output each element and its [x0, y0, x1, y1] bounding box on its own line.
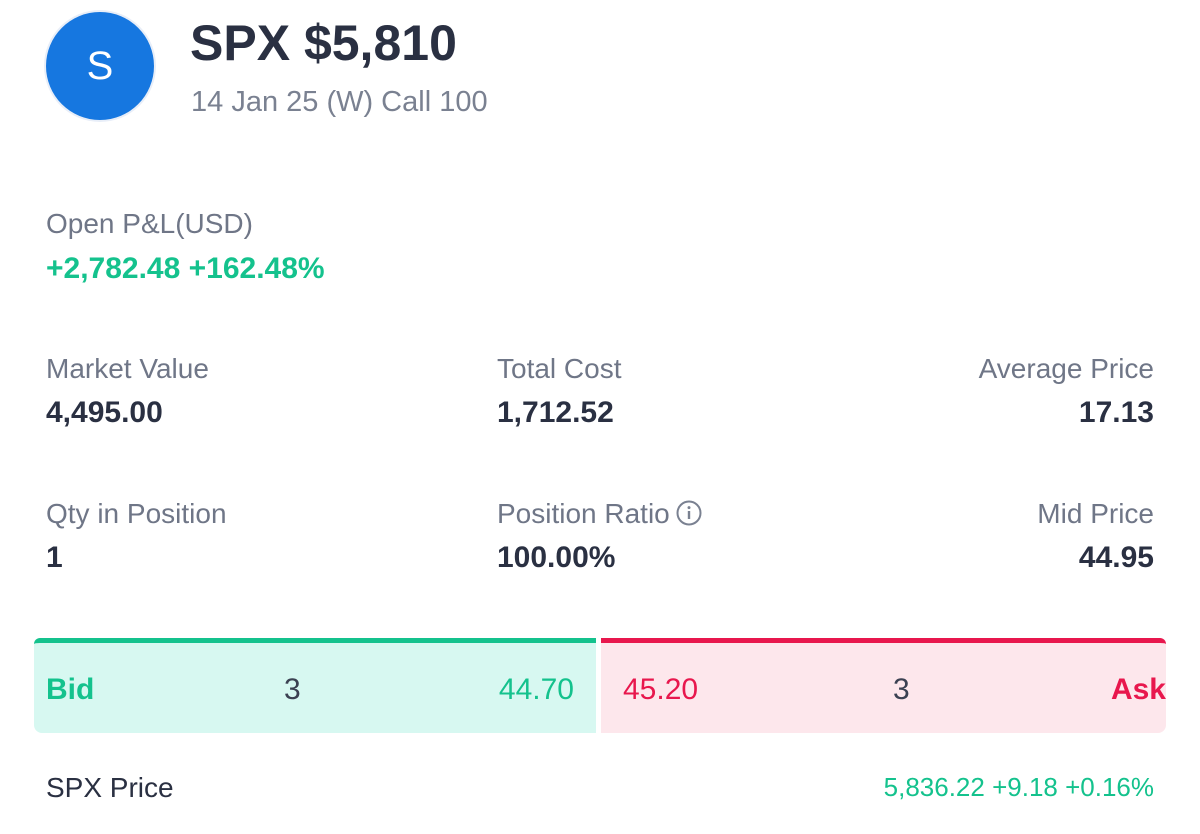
open-pnl-value: +2,782.48 +162.48%: [46, 252, 325, 285]
market-value-value: 4,495.00: [46, 396, 163, 429]
avatar: S: [46, 12, 154, 120]
position-ratio-label-group: Position Ratio: [497, 498, 702, 530]
total-cost-value: 1,712.52: [497, 396, 614, 429]
bid-label: Bid: [46, 673, 95, 706]
mid-price-value: 44.95: [1078, 541, 1154, 574]
avatar-letter: S: [86, 43, 114, 88]
position-ratio-value: 100.00%: [497, 541, 616, 574]
ask-panel[interactable]: 45.20 3 Ask: [601, 638, 1166, 733]
market-value-label: Market Value: [46, 353, 209, 384]
bid-price: 44.70: [498, 673, 574, 706]
average-price-label: Average Price: [978, 353, 1154, 384]
spx-price-label: SPX Price: [46, 772, 174, 803]
total-cost-label: Total Cost: [497, 353, 622, 384]
mid-price-label: Mid Price: [1037, 498, 1154, 529]
open-pnl-label: Open P&L(USD): [46, 208, 253, 239]
spx-price-value: 5,836.22 +9.18 +0.16%: [883, 772, 1154, 802]
bid-panel[interactable]: Bid 3 44.70: [34, 638, 596, 733]
bid-qty: 3: [284, 673, 301, 706]
qty-in-position-label: Qty in Position: [46, 498, 227, 529]
ask-label: Ask: [1110, 673, 1166, 706]
contract-subtitle: 14 Jan 25 (W) Call 100: [191, 86, 488, 118]
average-price-value: 17.13: [1078, 396, 1154, 429]
ask-price: 45.20: [623, 673, 699, 706]
info-circle-icon[interactable]: [676, 500, 702, 526]
position-ratio-label: Position Ratio: [497, 498, 670, 529]
page-title: SPX $5,810: [190, 15, 457, 71]
qty-in-position-value: 1: [46, 541, 63, 574]
ask-qty: 3: [893, 673, 910, 706]
